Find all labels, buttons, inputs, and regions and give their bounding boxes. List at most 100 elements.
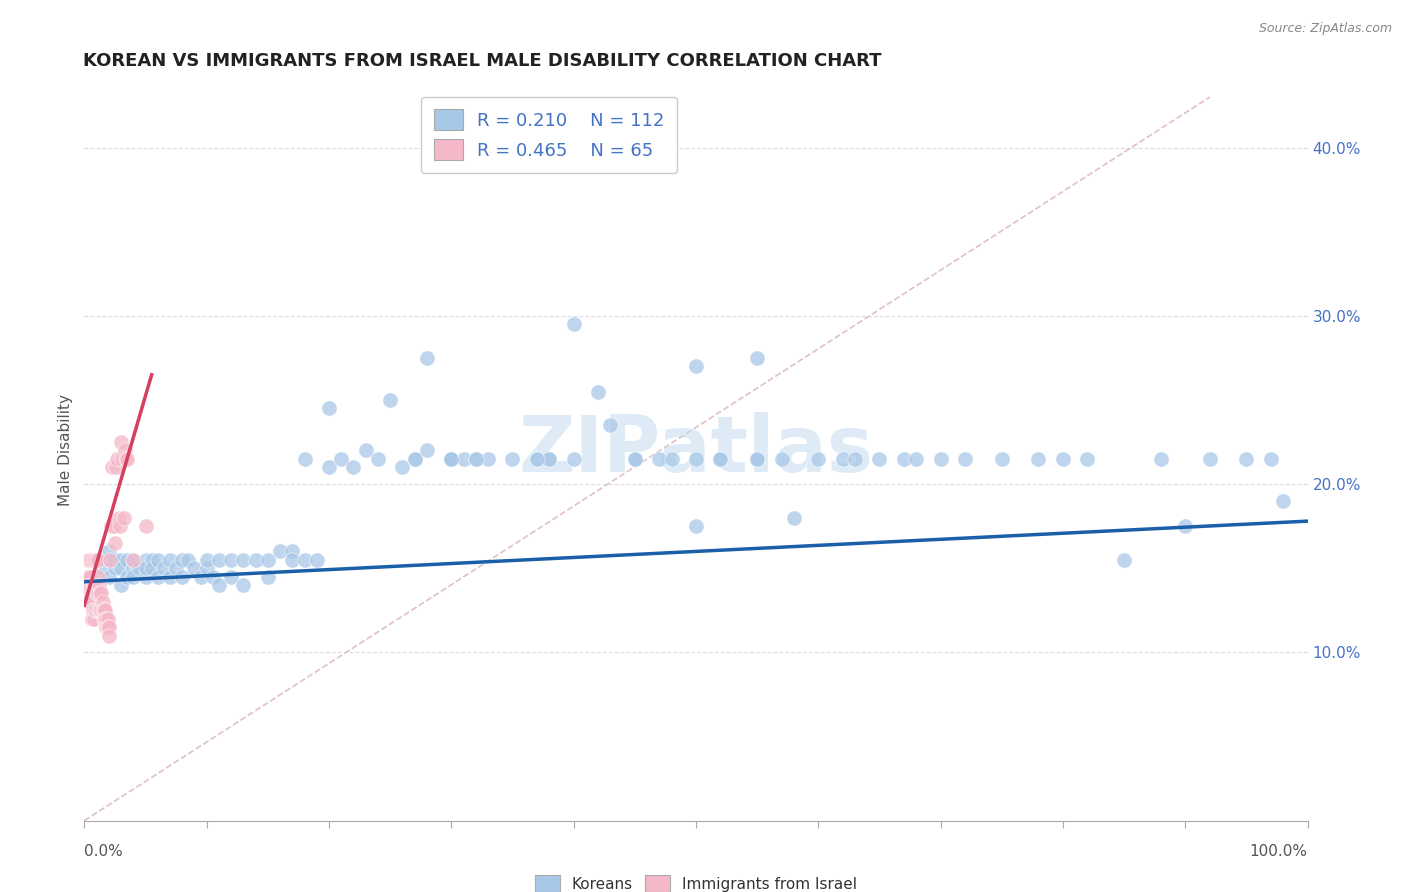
Point bbox=[990, 451, 1012, 466]
Point bbox=[661, 451, 683, 466]
Point bbox=[77, 553, 100, 567]
Point bbox=[477, 451, 499, 466]
Point bbox=[105, 460, 128, 475]
Point bbox=[440, 451, 463, 466]
Point bbox=[195, 561, 218, 575]
Point bbox=[82, 578, 104, 592]
Point bbox=[115, 553, 138, 567]
Point bbox=[104, 561, 127, 575]
Point bbox=[103, 519, 125, 533]
Point bbox=[562, 318, 585, 332]
Point bbox=[624, 451, 647, 466]
Point bbox=[648, 451, 671, 466]
Point bbox=[77, 595, 100, 609]
Point bbox=[257, 553, 280, 567]
Point bbox=[305, 553, 328, 567]
Point bbox=[110, 553, 132, 567]
Point bbox=[404, 451, 426, 466]
Point bbox=[89, 603, 111, 617]
Point bbox=[86, 586, 108, 600]
Point bbox=[354, 443, 377, 458]
Point bbox=[110, 435, 132, 450]
Point bbox=[1234, 451, 1257, 466]
Point bbox=[115, 451, 138, 466]
Point bbox=[844, 451, 866, 466]
Point bbox=[538, 451, 561, 466]
Point bbox=[80, 586, 103, 600]
Point bbox=[122, 569, 145, 583]
Point bbox=[77, 569, 100, 583]
Point bbox=[97, 620, 120, 634]
Point bbox=[77, 595, 100, 609]
Point bbox=[110, 578, 132, 592]
Point bbox=[79, 595, 101, 609]
Point bbox=[80, 612, 103, 626]
Point bbox=[87, 553, 110, 567]
Point bbox=[80, 553, 103, 567]
Legend: Koreans, Immigrants from Israel: Koreans, Immigrants from Israel bbox=[529, 870, 863, 892]
Point bbox=[599, 418, 621, 433]
Point bbox=[122, 561, 145, 575]
Point bbox=[87, 569, 110, 583]
Point bbox=[82, 603, 104, 617]
Point bbox=[294, 553, 316, 567]
Point bbox=[905, 451, 928, 466]
Point bbox=[404, 451, 426, 466]
Point bbox=[76, 586, 98, 600]
Point bbox=[208, 553, 231, 567]
Point bbox=[526, 451, 548, 466]
Point bbox=[86, 553, 108, 567]
Point bbox=[93, 612, 115, 626]
Point bbox=[86, 569, 108, 583]
Point bbox=[97, 612, 120, 626]
Point bbox=[135, 561, 157, 575]
Point bbox=[172, 553, 194, 567]
Point bbox=[122, 553, 145, 567]
Point bbox=[107, 510, 129, 524]
Point bbox=[159, 569, 181, 583]
Point bbox=[79, 569, 101, 583]
Point bbox=[83, 578, 105, 592]
Point bbox=[330, 451, 353, 466]
Point bbox=[294, 451, 316, 466]
Point bbox=[538, 451, 561, 466]
Point bbox=[86, 603, 108, 617]
Point bbox=[97, 569, 120, 583]
Point bbox=[440, 451, 463, 466]
Point bbox=[87, 586, 110, 600]
Point bbox=[89, 586, 111, 600]
Point bbox=[685, 359, 707, 374]
Point bbox=[318, 401, 340, 416]
Point bbox=[135, 569, 157, 583]
Point bbox=[380, 392, 402, 407]
Point bbox=[416, 351, 439, 365]
Point bbox=[1076, 451, 1098, 466]
Point bbox=[97, 628, 120, 642]
Point bbox=[416, 443, 439, 458]
Point bbox=[685, 519, 707, 533]
Point bbox=[96, 612, 118, 626]
Point bbox=[929, 451, 952, 466]
Point bbox=[831, 451, 853, 466]
Point bbox=[91, 595, 114, 609]
Point bbox=[1114, 553, 1136, 567]
Point bbox=[177, 553, 200, 567]
Point bbox=[501, 451, 523, 466]
Point bbox=[190, 569, 212, 583]
Point bbox=[104, 536, 127, 550]
Point bbox=[77, 569, 100, 583]
Point bbox=[201, 569, 224, 583]
Point bbox=[1260, 451, 1282, 466]
Point bbox=[104, 553, 127, 567]
Point bbox=[464, 451, 486, 466]
Point bbox=[1272, 494, 1295, 508]
Point bbox=[93, 603, 115, 617]
Text: KOREAN VS IMMIGRANTS FROM ISRAEL MALE DISABILITY CORRELATION CHART: KOREAN VS IMMIGRANTS FROM ISRAEL MALE DI… bbox=[83, 53, 882, 70]
Point bbox=[97, 620, 120, 634]
Text: 0.0%: 0.0% bbox=[84, 845, 124, 859]
Point bbox=[115, 451, 138, 466]
Point bbox=[110, 561, 132, 575]
Point bbox=[464, 451, 486, 466]
Point bbox=[141, 553, 163, 567]
Point bbox=[83, 553, 105, 567]
